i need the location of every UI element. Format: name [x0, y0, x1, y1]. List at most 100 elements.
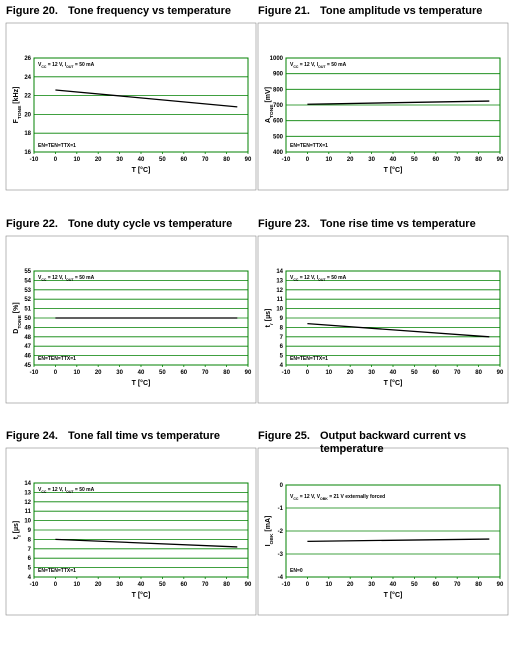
- annotation: EN=TEN=TTX=1: [290, 143, 328, 149]
- y-axis-label: ATONE [mV]: [265, 87, 275, 123]
- text-part: = 50 mA: [326, 275, 347, 281]
- panel-frame: [257, 447, 509, 616]
- data-line: [307, 322, 490, 338]
- y-axis-label: DTONE [%]: [13, 302, 23, 333]
- figure-caption: Tone rise time vs temperature: [320, 218, 476, 230]
- x-axis-label: T [°C]: [384, 591, 403, 599]
- chart: -4-3-2-10-10 0 10 20 30 40 50 60 70 80 90T [°C]IOB…: [257, 447, 509, 616]
- y-tick-label: 11: [25, 509, 32, 515]
- y-tick-label: 14: [24, 481, 31, 487]
- x-tick-label: 80: [475, 582, 482, 588]
- x-tick-label: 30: [368, 582, 375, 588]
- y-tick-label: 7: [280, 335, 284, 341]
- y-tick-label: 16: [24, 150, 31, 156]
- chart: 4 5 6 7 8 9 10 11 12 13 14 -10 0 10 20 30 40 50 60 70 80 90 T …: [257, 235, 509, 404]
- text-part: CC: [293, 278, 299, 282]
- y-tick-label: 49: [24, 325, 31, 331]
- x-tick-label: 20: [347, 582, 354, 588]
- y-tick-label: 1000: [270, 56, 284, 62]
- y-tick-label: 600: [273, 119, 284, 125]
- x-tick-label: 70: [202, 157, 209, 163]
- x-tick-label: 20: [95, 370, 102, 376]
- y-tick-label: 46: [24, 354, 31, 360]
- figure-caption: Tone fall time vs temperature: [68, 430, 221, 442]
- x-tick-label: -10: [282, 370, 291, 376]
- text-part: t: [13, 536, 20, 539]
- plot-frame: [285, 484, 501, 578]
- y-tick-label: 6: [28, 556, 32, 562]
- x-tick-label: 10: [73, 157, 80, 163]
- text-part: = 12 V, I: [46, 275, 66, 281]
- panel-frame: [257, 22, 509, 191]
- x-tick-label: 90: [245, 157, 252, 163]
- text-part: CC: [293, 497, 299, 501]
- text-part: = 12 V, I: [46, 62, 66, 68]
- x-tick-label: 10: [325, 582, 332, 588]
- y-tick-label: 500: [273, 134, 284, 140]
- annotation: VCC = 12 V, IOUT = 50 mA: [290, 62, 347, 69]
- text-part: OUT: [318, 65, 326, 69]
- x-tick-label: -10: [282, 157, 291, 163]
- y-tick-label: 900: [273, 72, 284, 78]
- text-part: V: [38, 487, 42, 493]
- x-tick-label: 90: [497, 582, 504, 588]
- x-tick-label: 30: [368, 157, 375, 163]
- text-part: CC: [41, 278, 47, 282]
- annotation: VCC = 12 V, IOUT = 50 mA: [38, 487, 95, 494]
- y-tick-label: 45: [24, 363, 31, 369]
- annotation: VCC = 12 V, IOUT = 50 mA: [38, 275, 95, 282]
- text-part: [kHz]: [13, 87, 20, 106]
- chart: 45 46 47 48 49 50 51 52 53 54 55 -10 0 10 20 30 40 50 60 70…: [5, 235, 257, 404]
- text-part: TONE: [17, 314, 23, 328]
- text-part: CC: [293, 65, 299, 69]
- figure-number: Figure 24.: [6, 430, 58, 442]
- text-part: = 50 mA: [74, 62, 95, 68]
- x-tick-label: 50: [159, 370, 166, 376]
- x-tick-label: 20: [347, 370, 354, 376]
- chart: 16 18 20 22 24 26 -10 0 10 20 30 40 50 60 70 80 90 T [°C]…: [5, 22, 257, 191]
- text-part: CC: [41, 490, 47, 494]
- data-line: [307, 100, 490, 105]
- figure-title: Figure 22. Tone duty cycle vs temperature: [6, 218, 254, 231]
- y-tick-label: 54: [24, 278, 31, 284]
- x-tick-label: 10: [73, 582, 80, 588]
- text-part: D: [13, 329, 20, 334]
- x-tick-label: 80: [475, 370, 482, 376]
- x-tick-label: 0: [54, 582, 58, 588]
- x-tick-label: 10: [325, 370, 332, 376]
- y-tick-label: 48: [24, 335, 31, 341]
- figure-title: Figure 25. Output backward current vs tem…: [258, 430, 506, 456]
- panel-frame: [5, 235, 257, 404]
- text-part: EN=TEN=TTX=1: [38, 356, 76, 362]
- y-tick-label: 8: [28, 537, 32, 543]
- y-tick-label: 6: [280, 344, 284, 350]
- text-part: CC: [41, 65, 47, 69]
- x-tick-label: 30: [116, 157, 123, 163]
- text-part: r: [269, 323, 275, 325]
- figure-caption: Tone duty cycle vs temperature: [68, 218, 233, 230]
- figure-caption: Tone amplitude vs temperature: [320, 5, 483, 17]
- figure-title: Figure 20. Tone frequency vs temperature: [6, 5, 254, 18]
- y-tick-label: 24: [24, 75, 31, 81]
- y-tick-label: 10: [276, 307, 283, 313]
- text-part: OUT: [66, 278, 74, 282]
- text-part: EN=TEN=TTX=1: [38, 568, 76, 574]
- x-tick-label: 90: [497, 157, 504, 163]
- y-tick-label: 18: [24, 131, 31, 137]
- plot-frame: [285, 270, 501, 366]
- text-part: V: [38, 62, 42, 68]
- text-part: = 12 V, I: [46, 487, 66, 493]
- y-tick-label: -1: [278, 506, 284, 512]
- x-tick-label: 70: [202, 582, 209, 588]
- x-tick-label: 60: [432, 582, 439, 588]
- x-tick-label: 20: [347, 157, 354, 163]
- text-part: I: [265, 544, 272, 546]
- x-tick-label: 40: [390, 582, 397, 588]
- figure-title: Figure 21. Tone amplitude vs temperature: [258, 5, 506, 18]
- x-tick-label: 0: [54, 370, 58, 376]
- figure-caption: Tone frequency vs temperature: [68, 5, 232, 17]
- y-tick-label: 9: [280, 316, 284, 322]
- y-tick-label: 4: [28, 575, 32, 581]
- chart: 400 500 600 700 800 900 1000 -10 0 10 20 30 40 50 60 70…: [257, 22, 509, 191]
